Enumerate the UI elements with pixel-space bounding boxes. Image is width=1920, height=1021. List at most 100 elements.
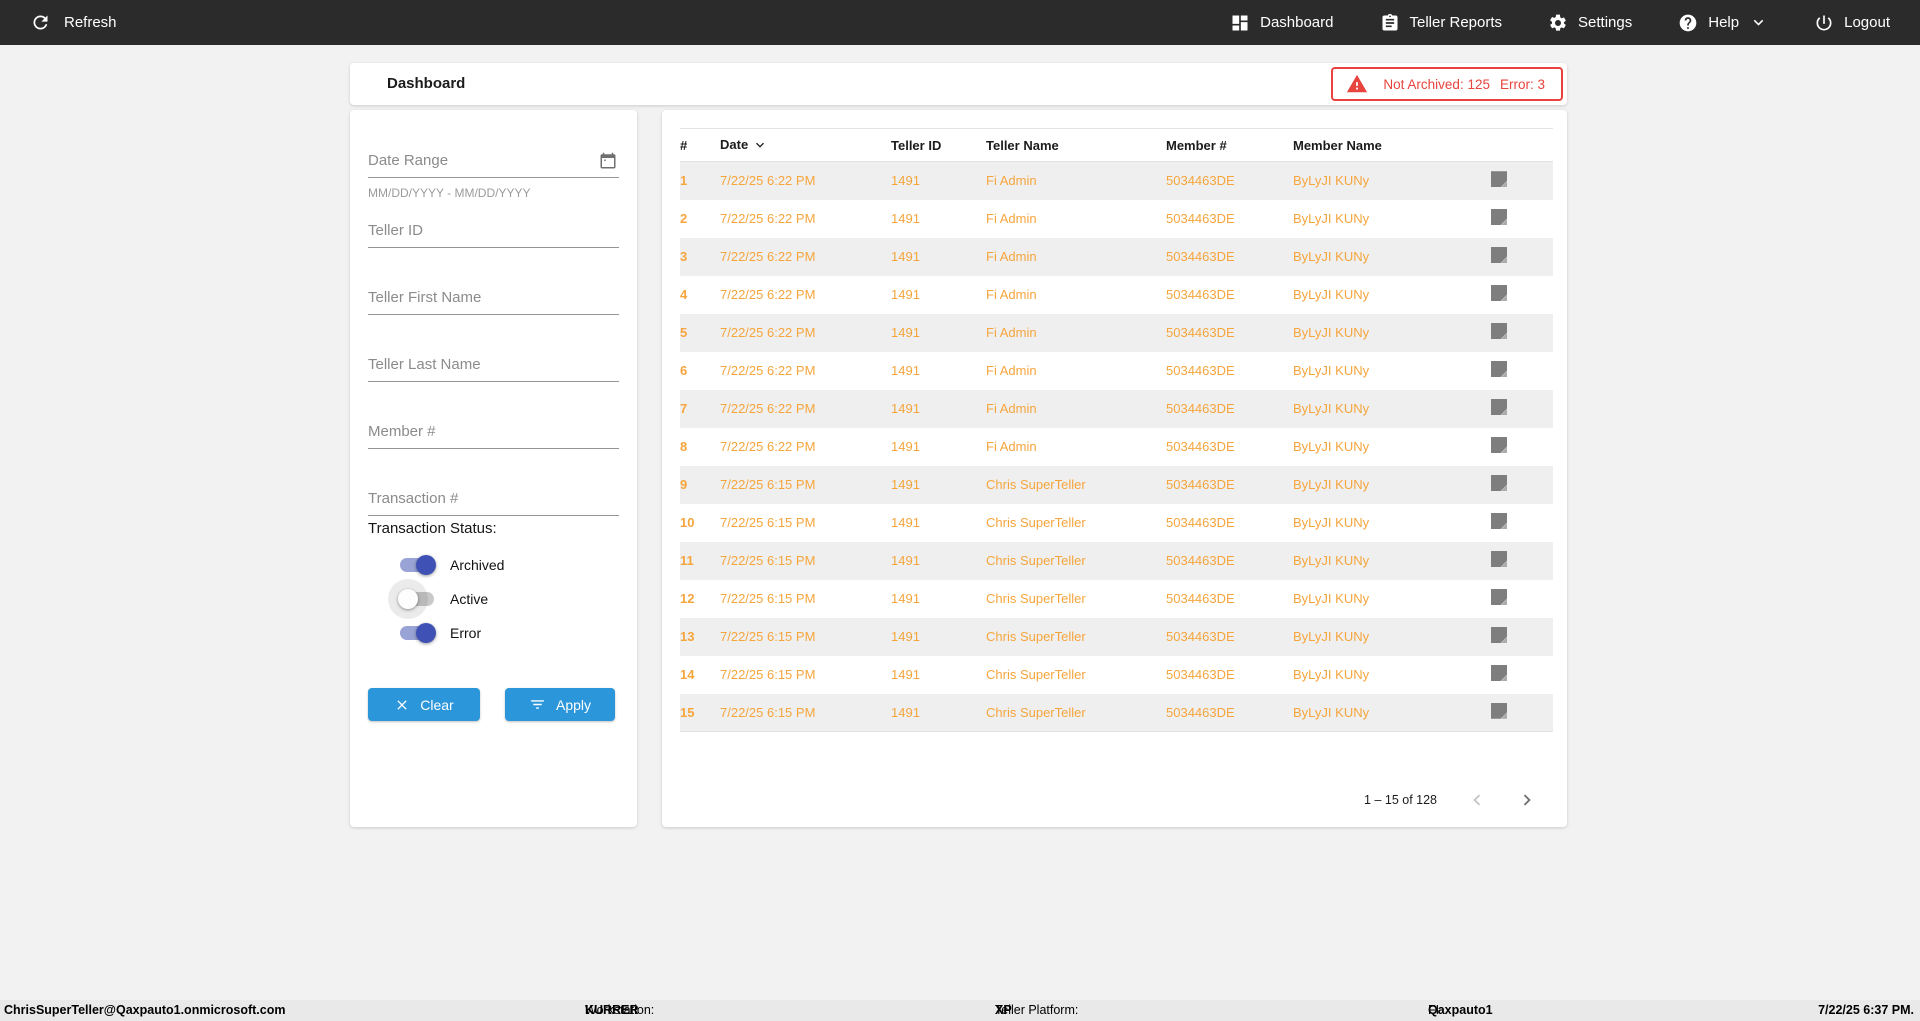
note-icon[interactable] [1491,285,1507,301]
note-icon[interactable] [1491,323,1507,339]
cell-note [1485,542,1553,580]
teller-first-name-field[interactable]: Teller First Name [368,288,619,315]
current-time: 7/22/25 6:37 PM. [1818,1003,1914,1017]
column-header-teller-id[interactable]: Teller ID [891,137,942,153]
toggle-label: Error [450,625,482,641]
cell-member-name: ByLyJI KUNy [1293,363,1370,378]
dashboard-icon [1232,15,1248,30]
column-header-teller-name[interactable]: Teller Name [986,137,1059,153]
note-icon[interactable] [1491,437,1507,453]
table-row[interactable]: 7 7/22/25 6:22 PM 1491 Fi Admin 5034463DE ByL… [680,389,1553,428]
refresh-icon [33,15,48,30]
cell-note [1485,656,1553,694]
next-page-button[interactable] [1515,788,1539,812]
table-row[interactable]: 2 7/22/25 6:22 PM 1491 Fi Admin 5034463DE ByL… [680,200,1553,238]
cell-date: 7/22/25 6:22 PM [720,363,816,378]
column-header-member-name[interactable]: Member Name [1293,137,1382,153]
previous-page-button[interactable] [1465,788,1489,812]
member-number-field[interactable]: Member # [368,422,619,449]
cell-teller-name: Fi Admin [986,439,1037,454]
note-icon[interactable] [1491,475,1507,491]
calendar-icon[interactable] [599,152,617,170]
note-icon[interactable] [1491,513,1507,529]
apply-button[interactable]: Apply [505,688,615,721]
nav-item-dashboard[interactable]: Dashboard [1230,13,1334,33]
table-row[interactable]: 3 7/22/25 6:22 PM 1491 Fi Admin 5034463DE ByL… [680,237,1553,276]
cell-date: 7/22/25 6:22 PM [720,211,816,226]
cell-note [1485,694,1553,732]
cell-num: 13 [680,629,695,644]
note-icon[interactable] [1491,399,1507,415]
table-row[interactable]: 12 7/22/25 6:15 PM 1491 Chris SuperTeller 50… [680,580,1553,618]
nav-item-label: Dashboard [1260,14,1334,31]
teller-last-name-field[interactable]: Teller Last Name [368,355,619,382]
column-header-date[interactable]: Date [720,129,891,162]
cell-teller-id: 1491 [891,477,920,492]
note-icon[interactable] [1491,627,1507,643]
note-icon[interactable] [1491,209,1507,225]
table-row[interactable]: 13 7/22/25 6:15 PM 1491 Chris SuperTeller 50… [680,617,1553,656]
nav-item-teller-reports[interactable]: Teller Reports [1380,13,1503,33]
note-icon[interactable] [1491,665,1507,681]
cell-teller-id: 1491 [891,287,920,302]
table-row[interactable]: 8 7/22/25 6:22 PM 1491 Fi Admin 5034463DE ByL… [680,428,1553,466]
cell-member-name: ByLyJI KUNy [1293,173,1370,189]
refresh-button[interactable]: Refresh [0,12,117,33]
teller-id-field[interactable]: Teller ID [368,221,619,248]
error-switch[interactable] [398,623,436,643]
toggle-error[interactable]: Error [398,619,481,647]
cell-teller-name: Chris SuperTeller [986,477,1086,492]
note-icon[interactable] [1491,171,1507,188]
top-navbar: Refresh Dashboard Teller Reports Settings H… [0,0,1920,45]
table-row[interactable]: 4 7/22/25 6:22 PM 1491 Fi Admin 5034463DE ByL… [680,276,1553,314]
transaction-number-field[interactable]: Transaction # [368,489,619,516]
note-icon[interactable] [1491,247,1507,263]
cell-teller-id: 1491 [891,439,920,454]
cell-num: 9 [680,477,688,492]
column-header-member[interactable]: Member # [1166,137,1227,153]
cell-note [1485,390,1553,428]
cell-teller-id: 1491 [891,667,920,682]
table-row[interactable]: 5 7/22/25 6:22 PM 1491 Fi Admin 5034463DE ByL… [680,313,1553,352]
transaction-number-label: Transaction # [368,490,459,507]
cell-member-name: ByLyJI KUNy [1293,667,1370,682]
cell-teller-name: Fi Admin [986,401,1037,416]
active-switch[interactable] [388,579,436,619]
transactions-table: # Date Teller ID Teller Name Member # Member … [680,128,1553,732]
table-row[interactable]: 6 7/22/25 6:22 PM 1491 Fi Admin 5034463DE ByL… [680,352,1553,390]
nav-item-settings[interactable]: Settings [1548,13,1632,33]
toggle-active[interactable]: Active [388,579,488,619]
nav-item-logout[interactable]: Logout [1814,13,1890,33]
page-title: Dashboard [387,75,466,92]
date-range-field[interactable]: Date Range [368,151,619,178]
table-row[interactable]: 15 7/22/25 6:15 PM 1491 Chris SuperTeller 50… [680,693,1553,732]
toggle-archived[interactable]: Archived [398,551,504,579]
cell-num: 10 [680,515,695,530]
clear-button[interactable]: Clear [368,688,480,721]
table-row[interactable]: 14 7/22/25 6:15 PM 1491 Chris SuperTeller 50… [680,656,1553,694]
cell-num: 7 [680,401,688,416]
note-icon[interactable] [1491,589,1507,605]
nav-item-help[interactable]: Help [1678,13,1768,33]
cell-member-name: ByLyJI KUNy [1293,704,1370,720]
alert-error-count: Error: 3 [1499,76,1545,92]
not-archived-alert[interactable]: Not Archived: 125 Error: 3 [1331,67,1563,101]
nav-item-label: Teller Reports [1409,14,1503,31]
cell-member-number: 5034463DE [1166,401,1235,416]
cell-member-name: ByLyJI KUNy [1293,249,1370,264]
logout-icon [1816,15,1832,30]
archived-switch[interactable] [398,555,436,575]
cell-num: 6 [680,363,688,378]
table-row[interactable]: 1 7/22/25 6:22 PM 1491 Fi Admin 5034463DE ByL… [680,161,1553,200]
table-row[interactable]: 11 7/22/25 6:15 PM 1491 Chris SuperTeller 50… [680,541,1553,580]
column-header-[interactable]: # [680,137,688,153]
note-icon[interactable] [1491,551,1507,567]
note-icon[interactable] [1491,361,1507,377]
table-row[interactable]: 9 7/22/25 6:15 PM 1491 Chris SuperTeller 503… [680,465,1553,504]
table-row[interactable]: 10 7/22/25 6:15 PM 1491 Chris SuperTeller 50… [680,504,1553,542]
toggle-label: Archived [450,557,505,573]
cell-member-name: ByLyJI KUNy [1293,515,1370,530]
cell-teller-name: Chris SuperTeller [986,591,1086,606]
note-icon[interactable] [1491,702,1507,719]
cell-num: 8 [680,439,688,454]
